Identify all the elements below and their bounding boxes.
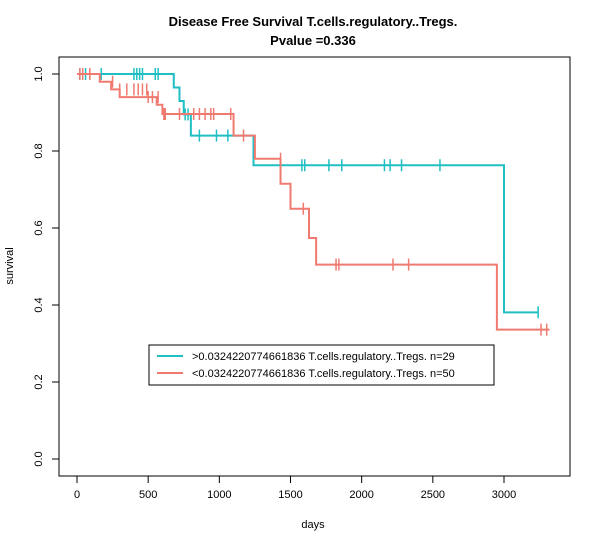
y-tick-label: 0.8: [33, 143, 45, 158]
legend: >0.0324220774661836 T.cells.regulatory..…: [148, 344, 495, 386]
survival-curve-0: [77, 73, 539, 314]
x-axis-label: days: [301, 519, 325, 531]
x-tick-label: 0: [74, 489, 80, 501]
y-tick-label: 0.6: [33, 220, 45, 235]
x-tick-label: 3000: [492, 489, 516, 501]
x-tick-label: 500: [139, 489, 157, 501]
y-tick-label: 0.4: [33, 297, 45, 312]
legend-box: [148, 344, 495, 386]
legend-label-low: <0.0324220774661836 T.cells.regulatory..…: [192, 368, 455, 380]
plot-frame: [58, 56, 571, 477]
series-0: [77, 68, 539, 319]
x-tick-label: 2500: [421, 489, 445, 501]
y-tick-label: 1.0: [33, 66, 45, 81]
y-tick-label: 0.0: [33, 451, 45, 466]
chart-subtitle: Pvalue =0.336: [270, 33, 356, 48]
series-1: [77, 68, 550, 336]
x-axis: 0 500 1000 1500 2000 2500 3000: [74, 475, 516, 501]
y-axis: 0.0 0.2 0.4 0.6 0.8 1.0: [33, 66, 60, 467]
x-tick-label: 2000: [349, 489, 373, 501]
x-tick-label: 1000: [207, 489, 231, 501]
x-tick-label: 1500: [278, 489, 302, 501]
y-tick-label: 0.2: [33, 374, 45, 389]
y-axis-label: survival: [4, 247, 16, 284]
legend-label-high: >0.0324220774661836 T.cells.regulatory..…: [192, 351, 455, 363]
chart-title: Disease Free Survival T.cells.regulatory…: [169, 14, 458, 29]
survival-curve-1: [77, 73, 550, 331]
series-layer: [77, 68, 550, 336]
